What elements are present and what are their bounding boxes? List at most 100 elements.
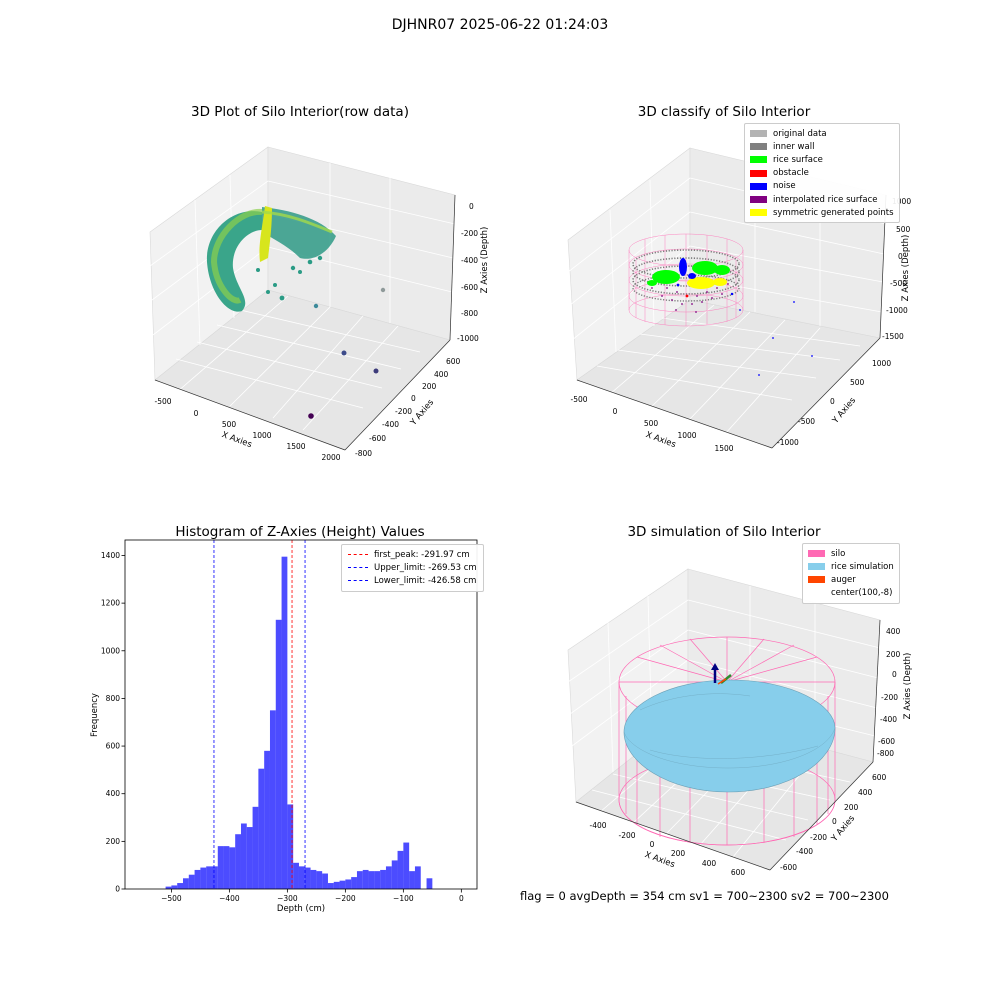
classify-xtick: 1000	[677, 431, 696, 440]
histogram-bar	[356, 871, 363, 889]
raw-ztick: -200	[461, 229, 478, 238]
legend-item: Upper_limit: -269.53 cm	[348, 561, 477, 574]
histogram-bar	[171, 885, 178, 889]
histogram-bar	[351, 877, 357, 889]
histogram-xtick-label: 0	[459, 894, 464, 903]
legend-swatch	[750, 196, 767, 204]
histogram-bar	[345, 879, 352, 889]
histogram-bar	[368, 871, 375, 889]
classify-xtick: 500	[644, 419, 659, 428]
legend-item: center(100,-8)	[808, 587, 894, 600]
simulation-xtick: -200	[618, 831, 635, 840]
legend-item: original data	[750, 127, 894, 140]
histogram-bar	[310, 869, 317, 889]
classify-xtick: 0	[613, 407, 618, 416]
classify-ztick: -1000	[886, 306, 908, 315]
status-footer: flag = 0 avgDepth = 354 cm sv1 = 700~230…	[520, 889, 889, 903]
legend-swatch	[750, 143, 767, 151]
legend-swatch	[808, 550, 825, 558]
histogram-bar	[333, 881, 340, 889]
legend-swatch	[750, 182, 767, 190]
classify-xtick: -500	[570, 395, 587, 404]
simulation-ztick: -800	[877, 749, 894, 758]
histogram-bar	[264, 750, 270, 889]
simulation-xtick: 200	[671, 849, 686, 858]
histogram-bar	[426, 878, 433, 889]
legend-line	[348, 554, 368, 556]
legend-label: original data	[773, 128, 827, 139]
histogram-bar	[409, 871, 415, 889]
legend-swatch	[750, 169, 767, 177]
simulation-ytick: -200	[810, 833, 827, 842]
legend-item: Lower_limit: -426.58 cm	[348, 574, 477, 587]
raw-ztick: -400	[461, 256, 478, 265]
legend-item: rice surface	[750, 153, 894, 166]
histogram-title: Histogram of Z-Axies (Height) Values	[175, 524, 425, 540]
classify-ztick: 0	[898, 252, 903, 261]
simulation-legend: silo rice simulation auger center(100,-8…	[802, 543, 900, 604]
histogram-bar	[229, 847, 236, 889]
histogram-xtick-label: −100	[393, 894, 414, 903]
histogram-bar	[281, 556, 288, 889]
raw-3d-plot[interactable]: -500 0 500 1000 1500 2000 X Axies 600 40…	[0, 0, 500, 500]
histogram-bar	[223, 846, 230, 889]
histogram-ytick-label: 600	[106, 742, 121, 751]
simulation-ytick: 0	[832, 817, 837, 826]
simulation-3d-plot[interactable]: -400 -200 0 200 400 600 X Axies 600 400 …	[500, 500, 1000, 900]
histogram-ytick-label: 800	[106, 694, 121, 703]
simulation-ytick: 600	[872, 773, 887, 782]
legend-label: obstacle	[773, 168, 809, 179]
histogram-bar	[374, 871, 381, 889]
histogram-bar	[391, 860, 398, 889]
classify-ytick: 500	[850, 378, 865, 387]
histogram-bar	[287, 804, 294, 889]
raw-xtick: 1500	[286, 442, 305, 451]
raw-zlabel: Z Axies (Depth)	[480, 227, 490, 294]
legend-label: interpolated rice surface	[773, 194, 878, 205]
histogram-bar	[211, 866, 218, 889]
histogram-bar	[385, 866, 392, 889]
raw-ytick: 200	[422, 382, 437, 391]
histogram-xlabel: Depth (cm)	[277, 904, 325, 914]
legend-swatch	[808, 589, 825, 597]
raw-xlabel: X Axies	[220, 430, 253, 450]
histogram-xtick-label: −400	[219, 894, 240, 903]
legend-label: Upper_limit: -269.53 cm	[374, 562, 477, 573]
legend-item: rice simulation	[808, 560, 894, 573]
classify-ytick: 0	[830, 397, 835, 406]
legend-swatch	[750, 130, 767, 138]
histogram-ytick-label: 0	[115, 885, 120, 894]
histogram-ytick-label: 1200	[101, 599, 120, 608]
classify-ytick: -500	[798, 417, 815, 426]
simulation-ztick: -400	[880, 715, 897, 724]
classify-ztick: -500	[890, 279, 907, 288]
histogram-bar	[217, 846, 224, 889]
classify-ztick: 1000	[892, 197, 911, 206]
simulation-ytick: -600	[780, 863, 797, 872]
classify-3d-plot[interactable]: -500 0 500 1000 1500 X Axies 1000 500 0 …	[500, 0, 1000, 500]
legend-label: inner wall	[773, 141, 815, 152]
histogram-chart[interactable]: −500 −400 −300 −200 −100 0 0 200 400 600 800 1000 1…	[0, 500, 500, 930]
classify-ztick: -1500	[882, 332, 904, 341]
simulation-ztick: -600	[878, 737, 895, 746]
histogram-bar	[246, 827, 253, 889]
classify-zlabel: Z Axies (Depth)	[901, 235, 911, 302]
raw-plot-title: 3D Plot of Silo Interior(row data)	[191, 104, 409, 120]
legend-item: noise	[750, 180, 894, 193]
simulation-xtick: 0	[650, 840, 655, 849]
raw-ztick: -1000	[457, 334, 479, 343]
histogram-ylabel: Frequency	[90, 693, 100, 737]
classify-ytick: -1000	[777, 438, 799, 447]
legend-label: center(100,-8)	[831, 588, 893, 599]
raw-ztick: -800	[461, 309, 478, 318]
legend-label: auger	[831, 574, 856, 585]
raw-xtick: 1000	[252, 431, 271, 440]
histogram-bar	[298, 866, 305, 889]
histogram-bar	[235, 834, 241, 889]
classify-ytick: 1000	[872, 359, 891, 368]
classify-ztick: 500	[896, 225, 911, 234]
simulation-ztick: 0	[892, 670, 897, 679]
legend-label: symmetric generated points	[773, 207, 894, 218]
histogram-bar	[316, 871, 323, 889]
simulation-ytick: 200	[844, 803, 859, 812]
